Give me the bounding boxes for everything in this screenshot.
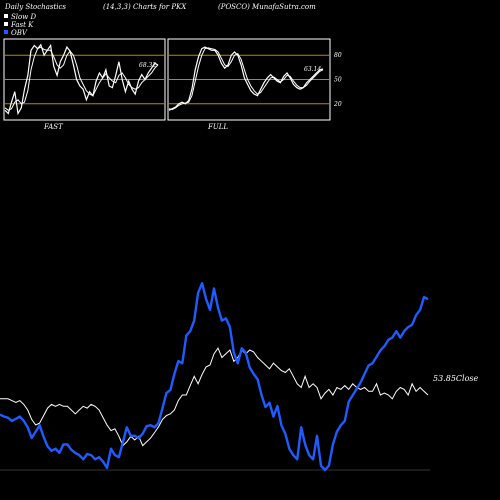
fast-series-fast-k xyxy=(4,43,159,116)
close-last-value: 53.85Close xyxy=(433,374,479,383)
legend: Slow D Fast K OBV xyxy=(4,13,36,37)
fast-panel-title: FAST xyxy=(43,123,64,131)
main-series-obv xyxy=(0,282,429,472)
legend-label-fast-k: Fast K xyxy=(10,21,34,29)
full-panel-title: FULL xyxy=(207,123,228,131)
legend-swatch-obv xyxy=(4,30,8,34)
legend-swatch-slow-d xyxy=(4,14,8,18)
full-series-k xyxy=(168,46,324,111)
full-tick-label-50: 50 xyxy=(334,77,342,84)
legend-label-slow-d: Slow D xyxy=(11,13,36,21)
full-stochastic-panel: 20 50 80 63.14 FULL xyxy=(167,38,342,131)
full-tick-label-20: 20 xyxy=(333,101,342,108)
obv-close-panel: 53.85Close xyxy=(0,282,479,472)
fast-last-value: 68.32 xyxy=(139,62,156,69)
fast-series-slow-d xyxy=(4,46,159,111)
header-center: (14,3,3) Charts for PKX xyxy=(103,3,187,11)
legend-label-obv: OBV xyxy=(11,29,28,37)
full-tick-label-80: 80 xyxy=(334,52,342,59)
full-series-d xyxy=(168,47,324,111)
legend-swatch-fast-k xyxy=(4,22,8,26)
header-right: (POSCO) MunafaSutra.com xyxy=(218,3,316,11)
header-left: Daily Stochastics xyxy=(4,3,66,11)
full-last-value: 63.14 xyxy=(304,66,321,73)
